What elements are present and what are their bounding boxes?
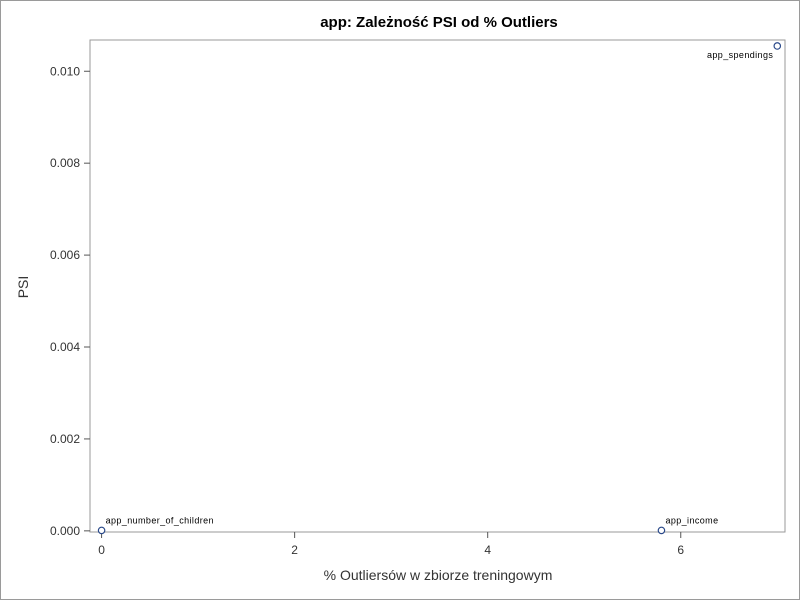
y-tick-label: 0.010 xyxy=(50,64,80,78)
data-point-label: app_number_of_children xyxy=(106,515,214,525)
x-tick-label: 6 xyxy=(677,543,684,557)
data-points: app_number_of_children app_income app_spen… xyxy=(97,42,782,535)
plot-area xyxy=(89,39,786,533)
chart-title: app: Zależność PSI od % Outliers xyxy=(320,14,558,31)
x-tick-label: 4 xyxy=(484,543,491,557)
x-axis-ticks: 0 2 4 6 xyxy=(98,532,684,557)
y-tick-label: 0.008 xyxy=(50,156,80,170)
x-tick-label: 0 xyxy=(98,543,105,557)
y-tick-label: 0.004 xyxy=(50,340,80,354)
data-point-label: app_income xyxy=(665,515,718,525)
y-tick-label: 0.002 xyxy=(50,432,80,446)
x-tick-label: 2 xyxy=(291,543,298,557)
data-point-marker xyxy=(773,42,782,50)
data-point-marker xyxy=(657,526,666,535)
x-axis-label: % Outliersów w zbiorze treningowym xyxy=(324,567,553,583)
data-point-label: app_spendings xyxy=(707,50,773,60)
y-tick-label: 0.000 xyxy=(50,524,80,538)
y-tick-label: 0.006 xyxy=(50,248,80,262)
y-axis-label: PSI xyxy=(15,276,31,299)
y-axis-ticks: 0.000 0.002 0.004 0.006 0.008 0.010 xyxy=(50,64,90,538)
data-point-marker xyxy=(97,526,106,535)
